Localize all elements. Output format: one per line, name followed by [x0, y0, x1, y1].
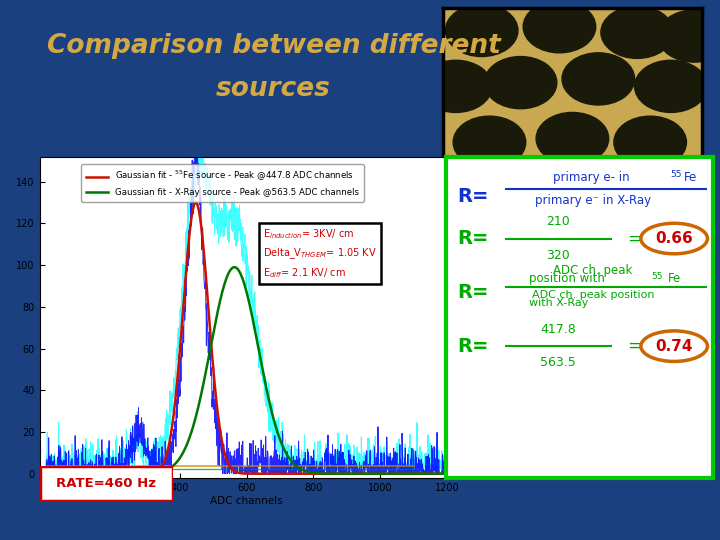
- Text: sources: sources: [216, 76, 331, 102]
- Text: 320: 320: [546, 249, 570, 262]
- Text: R: R: [461, 165, 474, 183]
- Text: ADC ch. peak: ADC ch. peak: [553, 264, 633, 277]
- Text: 417.8: 417.8: [541, 323, 576, 336]
- Gaussian fit - X-Ray source - Peak @563.5 ADC channels: [443, 470, 451, 477]
- Gaussian fit - $^{55}$Fe source - Peak @447.8 ADC channels: [435, 470, 444, 477]
- Text: ADC ch. peak position: ADC ch. peak position: [531, 291, 654, 300]
- Text: 0.66: 0.66: [655, 231, 693, 246]
- Gaussian fit - X-Ray source - Peak @563.5 ADC channels: [42, 470, 50, 477]
- Gaussian fit - $^{55}$Fe source - Peak @447.8 ADC channels: [213, 407, 222, 414]
- Text: 55: 55: [670, 171, 682, 179]
- Gaussian fit - X-Ray source - Peak @563.5 ADC channels: [112, 470, 120, 477]
- Text: Comparison between different: Comparison between different: [47, 33, 500, 59]
- Text: 563.5: 563.5: [541, 356, 576, 369]
- Text: =: =: [628, 230, 642, 247]
- Text: primary e- in: primary e- in: [553, 171, 633, 184]
- Text: 210: 210: [546, 215, 570, 228]
- Text: primary e⁻ in X-Ray: primary e⁻ in X-Ray: [535, 194, 651, 207]
- Circle shape: [562, 53, 634, 105]
- Gaussian fit - X-Ray source - Peak @563.5 ADC channels: [213, 310, 222, 317]
- Gaussian fit - $^{55}$Fe source - Peak @447.8 ADC channels: [443, 470, 451, 477]
- Legend: Gaussian fit - $^{55}$Fe source - Peak @447.8 ADC channels, Gaussian fit - X-Ray: Gaussian fit - $^{55}$Fe source - Peak @…: [81, 164, 364, 202]
- Circle shape: [536, 112, 608, 165]
- Text: =: =: [628, 337, 642, 355]
- Text: E$_{induction}$= 3KV/ cm
Delta_V$_{THGEM}$= 1.05 KV
E$_{diff}$= 2.1 KV/ cm: E$_{induction}$= 3KV/ cm Delta_V$_{THGEM…: [264, 227, 377, 280]
- Text: R=: R=: [457, 187, 489, 206]
- Circle shape: [453, 116, 526, 168]
- Circle shape: [485, 57, 557, 109]
- Text: RATE=460 Hz: RATE=460 Hz: [56, 477, 156, 490]
- Gaussian fit - X-Ray source - Peak @563.5 ADC channels: [88, 470, 96, 477]
- Gaussian fit - X-Ray source - Peak @563.5 ADC channels: [196, 397, 204, 403]
- Circle shape: [634, 60, 707, 112]
- Gaussian fit - X-Ray source - Peak @563.5 ADC channels: [435, 470, 444, 477]
- Gaussian fit - X-Ray source - Peak @563.5 ADC channels: [230, 264, 239, 271]
- Text: R=: R=: [457, 336, 489, 356]
- Circle shape: [420, 60, 492, 112]
- Circle shape: [614, 116, 686, 168]
- Circle shape: [446, 4, 518, 57]
- Text: 3: 3: [491, 175, 500, 188]
- Text: 0.74: 0.74: [655, 339, 693, 354]
- Circle shape: [523, 1, 595, 53]
- Gaussian fit - X-Ray source - Peak @563.5 ADC channels: [392, 470, 400, 477]
- Circle shape: [601, 6, 673, 58]
- Gaussian fit - $^{55}$Fe source - Peak @447.8 ADC channels: [112, 470, 120, 477]
- Text: Fe: Fe: [667, 272, 681, 285]
- Text: Fe: Fe: [683, 171, 697, 184]
- Gaussian fit - $^{55}$Fe source - Peak @447.8 ADC channels: [42, 470, 50, 477]
- Y-axis label: Counts: Counts: [0, 235, 2, 271]
- Line: Gaussian fit - $^{55}$Fe source - Peak @447.8 ADC channels: Gaussian fit - $^{55}$Fe source - Peak @…: [46, 202, 447, 474]
- Text: R=: R=: [457, 229, 489, 248]
- Line: Gaussian fit - X-Ray source - Peak @563.5 ADC channels: Gaussian fit - X-Ray source - Peak @563.…: [46, 267, 447, 474]
- Gaussian fit - $^{55}$Fe source - Peak @447.8 ADC channels: [196, 214, 204, 221]
- Text: position with: position with: [529, 272, 608, 285]
- Text: 55: 55: [652, 272, 663, 281]
- X-axis label: ADC channels: ADC channels: [210, 496, 283, 505]
- Text: with X-Ray: with X-Ray: [528, 299, 588, 308]
- Gaussian fit - $^{55}$Fe source - Peak @447.8 ADC channels: [392, 470, 400, 477]
- Text: R=: R=: [457, 282, 489, 302]
- Gaussian fit - $^{55}$Fe source - Peak @447.8 ADC channels: [192, 199, 200, 206]
- Circle shape: [658, 10, 720, 62]
- Gaussian fit - $^{55}$Fe source - Peak @447.8 ADC channels: [88, 470, 96, 477]
